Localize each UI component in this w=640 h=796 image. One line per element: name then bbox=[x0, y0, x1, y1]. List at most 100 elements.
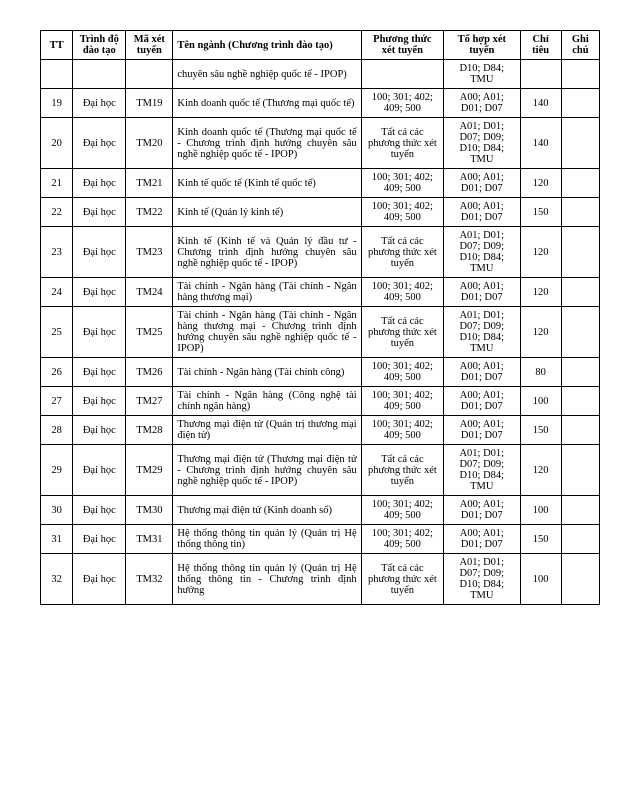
cell-tt: 27 bbox=[41, 387, 73, 416]
cell-pt bbox=[361, 60, 443, 89]
cell-tt: 31 bbox=[41, 525, 73, 554]
header-pt: Phương thức xét tuyển bbox=[361, 31, 443, 60]
cell-tt bbox=[41, 60, 73, 89]
cell-ghi bbox=[561, 278, 599, 307]
cell-tt: 32 bbox=[41, 554, 73, 605]
cell-ma: TM27 bbox=[126, 387, 173, 416]
cell-tt: 24 bbox=[41, 278, 73, 307]
cell-pt: Tất cả các phương thức xét tuyển bbox=[361, 445, 443, 496]
cell-tohop: A01; D01; D07; D09; D10; D84; TMU bbox=[444, 307, 520, 358]
cell-trinh: Đại học bbox=[73, 198, 126, 227]
table-body: chuyên sâu nghề nghiệp quốc tế - IPOP) D1… bbox=[41, 60, 600, 605]
table-row: 22Đại họcTM22Kinh tế (Quản lý kinh tế)10… bbox=[41, 198, 600, 227]
cell-ma: TM21 bbox=[126, 169, 173, 198]
cell-ma: TM19 bbox=[126, 89, 173, 118]
table-row: 24Đại họcTM24Tài chính - Ngân hàng (Tài … bbox=[41, 278, 600, 307]
cell-pt: Tất cả các phương thức xét tuyển bbox=[361, 227, 443, 278]
table-row: chuyên sâu nghề nghiệp quốc tế - IPOP) D1… bbox=[41, 60, 600, 89]
cell-ghi bbox=[561, 60, 599, 89]
cell-ten: Kinh doanh quốc tế (Thương mại quốc tế) bbox=[173, 89, 361, 118]
cell-tt: 19 bbox=[41, 89, 73, 118]
header-ma: Mã xét tuyển bbox=[126, 31, 173, 60]
cell-ghi bbox=[561, 445, 599, 496]
cell-tohop: A00; A01; D01; D07 bbox=[444, 525, 520, 554]
cell-trinh: Đại học bbox=[73, 169, 126, 198]
cell-ghi bbox=[561, 198, 599, 227]
cell-chi: 120 bbox=[520, 307, 561, 358]
cell-pt: 100; 301; 402; 409; 500 bbox=[361, 169, 443, 198]
cell-pt: Tất cả các phương thức xét tuyển bbox=[361, 554, 443, 605]
cell-ten: Kinh tế (Quản lý kinh tế) bbox=[173, 198, 361, 227]
cell-pt: Tất cả các phương thức xét tuyển bbox=[361, 118, 443, 169]
cell-trinh: Đại học bbox=[73, 358, 126, 387]
cell-pt: 100; 301; 402; 409; 500 bbox=[361, 496, 443, 525]
cell-chi: 100 bbox=[520, 387, 561, 416]
cell-chi: 140 bbox=[520, 89, 561, 118]
cell-ghi bbox=[561, 525, 599, 554]
cell-tt: 29 bbox=[41, 445, 73, 496]
cell-tohop: D10; D84; TMU bbox=[444, 60, 520, 89]
cell-pt: 100; 301; 402; 409; 500 bbox=[361, 358, 443, 387]
cell-pt: 100; 301; 402; 409; 500 bbox=[361, 198, 443, 227]
cell-ma: TM23 bbox=[126, 227, 173, 278]
header-chi: Chỉ tiêu bbox=[520, 31, 561, 60]
cell-tohop: A00; A01; D01; D07 bbox=[444, 89, 520, 118]
cell-chi: 150 bbox=[520, 198, 561, 227]
cell-ma: TM31 bbox=[126, 525, 173, 554]
cell-trinh: Đại học bbox=[73, 525, 126, 554]
cell-ten: Kinh doanh quốc tế (Thương mại quốc tế -… bbox=[173, 118, 361, 169]
cell-chi: 100 bbox=[520, 554, 561, 605]
header-tt: TT bbox=[41, 31, 73, 60]
cell-tt: 21 bbox=[41, 169, 73, 198]
cell-trinh: Đại học bbox=[73, 307, 126, 358]
table-row: 20Đại họcTM20Kinh doanh quốc tế (Thương … bbox=[41, 118, 600, 169]
cell-tt: 23 bbox=[41, 227, 73, 278]
cell-ghi bbox=[561, 358, 599, 387]
cell-chi: 120 bbox=[520, 227, 561, 278]
cell-pt: 100; 301; 402; 409; 500 bbox=[361, 387, 443, 416]
cell-tohop: A00; A01; D01; D07 bbox=[444, 496, 520, 525]
table-row: 26Đại họcTM26Tài chính - Ngân hàng (Tài … bbox=[41, 358, 600, 387]
cell-ma: TM25 bbox=[126, 307, 173, 358]
table-row: 30Đại họcTM30Thương mại điện tử (Kinh do… bbox=[41, 496, 600, 525]
cell-pt: 100; 301; 402; 409; 500 bbox=[361, 278, 443, 307]
cell-chi bbox=[520, 60, 561, 89]
cell-ten: Hệ thống thông tin quản lý (Quản trị Hệ … bbox=[173, 554, 361, 605]
cell-ten: Tài chính - Ngân hàng (Tài chính công) bbox=[173, 358, 361, 387]
cell-ten: Thương mại điện tử (Quản trị thương mại … bbox=[173, 416, 361, 445]
cell-trinh: Đại học bbox=[73, 445, 126, 496]
cell-ten: Thương mại điện tử (Thương mại điện tử -… bbox=[173, 445, 361, 496]
cell-trinh: Đại học bbox=[73, 496, 126, 525]
cell-chi: 140 bbox=[520, 118, 561, 169]
header-row: TT Trình độ đào tạo Mã xét tuyển Tên ngà… bbox=[41, 31, 600, 60]
cell-ma: TM30 bbox=[126, 496, 173, 525]
cell-ten: chuyên sâu nghề nghiệp quốc tế - IPOP) bbox=[173, 60, 361, 89]
cell-tohop: A01; D01; D07; D09; D10; D84; TMU bbox=[444, 227, 520, 278]
cell-pt: 100; 301; 402; 409; 500 bbox=[361, 416, 443, 445]
cell-pt: 100; 301; 402; 409; 500 bbox=[361, 89, 443, 118]
cell-tohop: A01; D01; D07; D09; D10; D84; TMU bbox=[444, 445, 520, 496]
cell-trinh: Đại học bbox=[73, 554, 126, 605]
cell-ghi bbox=[561, 554, 599, 605]
cell-ten: Kinh tế (Kinh tế và Quản lý đầu tư - Chư… bbox=[173, 227, 361, 278]
table-row: 25Đại họcTM25Tài chính - Ngân hàng (Tài … bbox=[41, 307, 600, 358]
cell-chi: 120 bbox=[520, 278, 561, 307]
cell-tt: 26 bbox=[41, 358, 73, 387]
cell-ghi bbox=[561, 227, 599, 278]
cell-pt: Tất cả các phương thức xét tuyển bbox=[361, 307, 443, 358]
table-row: 31Đại họcTM31Hệ thống thông tin quản lý … bbox=[41, 525, 600, 554]
cell-ten: Thương mại điện tử (Kinh doanh số) bbox=[173, 496, 361, 525]
cell-ghi bbox=[561, 387, 599, 416]
cell-tohop: A00; A01; D01; D07 bbox=[444, 358, 520, 387]
table-row: 23Đại họcTM23Kinh tế (Kinh tế và Quản lý… bbox=[41, 227, 600, 278]
cell-tt: 28 bbox=[41, 416, 73, 445]
cell-trinh: Đại học bbox=[73, 278, 126, 307]
cell-chi: 80 bbox=[520, 358, 561, 387]
cell-ten: Tài chính - Ngân hàng (Tài chính - Ngân … bbox=[173, 307, 361, 358]
table-row: 21Đại họcTM21Kinh tế quốc tế (Kinh tế qu… bbox=[41, 169, 600, 198]
header-tohop: Tổ hợp xét tuyển bbox=[444, 31, 520, 60]
table-row: 29Đại họcTM29Thương mại điện tử (Thương … bbox=[41, 445, 600, 496]
cell-ghi bbox=[561, 496, 599, 525]
cell-tt: 30 bbox=[41, 496, 73, 525]
cell-ghi bbox=[561, 416, 599, 445]
